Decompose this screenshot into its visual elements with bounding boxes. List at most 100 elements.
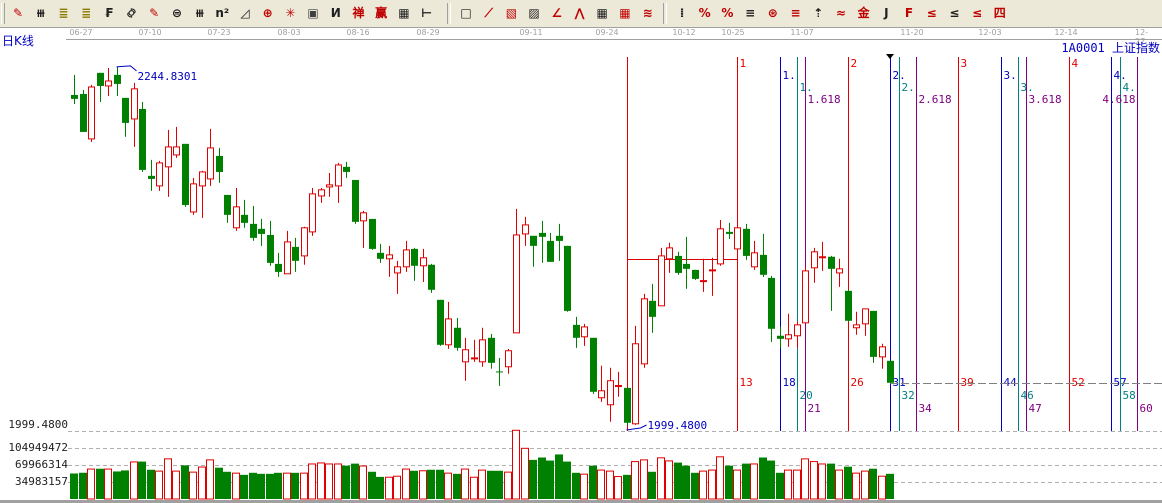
compass-rose-icon[interactable]: ✳ xyxy=(285,6,296,20)
volume-bar-down xyxy=(368,471,376,499)
square-lines-icon[interactable]: n² xyxy=(215,6,230,20)
volume-bar-up xyxy=(640,459,648,500)
candle-body-down xyxy=(530,235,537,246)
vertical-lines-icon[interactable]: ⧻ xyxy=(194,6,205,20)
volume-bar-up xyxy=(606,470,614,500)
candle-body-up xyxy=(479,339,486,363)
volume-bar-down xyxy=(138,461,146,499)
pencil-axis-icon[interactable]: ✎ xyxy=(149,6,160,20)
f-lines-icon[interactable]: F xyxy=(904,6,914,20)
circle-ruler-icon[interactable]: ⊜ xyxy=(171,6,182,20)
gold-lines-icon[interactable]: ≡ xyxy=(790,6,801,20)
volume-bar-up xyxy=(385,476,393,500)
calendar-ruler-icon[interactable]: ▦ xyxy=(398,6,410,20)
volume-bar-down xyxy=(274,472,282,499)
low-price-label: 1999.4800 xyxy=(648,419,708,432)
gold-ratio-lines-2-icon[interactable]: ≣ xyxy=(81,6,92,20)
gold-fan-icon[interactable]: ≤ xyxy=(926,6,937,20)
volume-bar-up xyxy=(419,470,427,500)
draw-pen-icon[interactable]: ✎ xyxy=(12,6,24,20)
yield-lines-icon[interactable]: 赢 xyxy=(375,6,388,20)
candle-body-down xyxy=(564,245,571,311)
wave-ruler-icon[interactable]: ≈ xyxy=(835,6,846,20)
high-price-label: 2244.8301 xyxy=(138,70,198,83)
volume-bar-up xyxy=(835,469,843,500)
volume-bar-down xyxy=(249,472,257,499)
gold-ceiling-icon[interactable]: 金 xyxy=(857,6,870,20)
fib-ratio-label: 3. xyxy=(1004,69,1017,82)
percentage-lines-icon[interactable]: ₣ xyxy=(104,6,113,20)
volume-bar-down xyxy=(487,470,495,499)
volume-bar-down xyxy=(427,469,435,499)
fan-lines-icon[interactable]: ⟋ xyxy=(484,6,493,20)
gann-square-icon[interactable]: ▨ xyxy=(528,6,540,20)
fib-count-label: 32 xyxy=(902,389,915,402)
four-fan-icon[interactable]: 四 xyxy=(993,6,1006,20)
grid-tool-2-icon[interactable]: ▦ xyxy=(619,6,631,20)
candle-body-down xyxy=(224,194,231,215)
toolbar-grip[interactable] xyxy=(1,3,5,24)
volume-bar-down xyxy=(776,472,784,499)
rectangle-tool-icon[interactable]: □ xyxy=(460,6,472,20)
spiral-icon[interactable]: ࿂ xyxy=(127,6,136,20)
target-cycle-icon[interactable]: ⊕ xyxy=(262,6,273,20)
volume-bar-up xyxy=(716,456,724,500)
candle-body-down xyxy=(250,223,257,238)
fib-percent-icon[interactable]: % xyxy=(698,6,711,20)
volume-bar-up xyxy=(657,457,665,500)
god-lines-icon[interactable]: 禅 xyxy=(352,6,365,20)
box-grid-icon[interactable]: ▣ xyxy=(307,6,319,20)
gold-ratio-lines-icon[interactable]: ≣ xyxy=(58,6,69,20)
triangle-tool-icon[interactable]: ◿ xyxy=(240,6,250,20)
candle-body-down xyxy=(488,337,495,363)
volume-bar-up xyxy=(206,459,214,500)
volume-bar-up xyxy=(793,469,801,500)
fib-count-label: 21 xyxy=(808,402,821,415)
volume-bar-up xyxy=(665,460,673,500)
fib-time-zone-icon[interactable]: ⁞ xyxy=(679,6,685,20)
volume-bar-up xyxy=(852,472,860,500)
volume-bar-up xyxy=(334,463,342,500)
polyline-icon[interactable]: ⋀ xyxy=(574,6,585,20)
channel-lines-icon[interactable]: ≋ xyxy=(642,6,653,20)
candle-body-up xyxy=(105,80,112,87)
volume-bar-up xyxy=(130,461,138,500)
volume-bar-up xyxy=(784,469,792,500)
j-lines-icon[interactable]: J xyxy=(884,6,889,20)
fib-ratio-label: 2.618 xyxy=(919,93,952,106)
candle-body-down xyxy=(80,93,87,132)
god-fan-icon[interactable]: ≤ xyxy=(949,6,960,20)
volume-bar-up xyxy=(708,469,716,500)
volume-bar-up xyxy=(325,463,333,500)
date-tick: 12-03 xyxy=(978,28,1002,37)
percent-lines-icon[interactable]: ≡ xyxy=(745,6,756,20)
volume-bar-down xyxy=(342,465,350,499)
volume-bar-up xyxy=(393,475,401,500)
fib-count-label: 60 xyxy=(1140,402,1153,415)
candle-body-down xyxy=(292,246,299,261)
arrow-pen-icon[interactable]: ⇡ xyxy=(813,6,824,20)
speed-lines-icon[interactable]: ∠ xyxy=(551,6,563,20)
candle-body-down xyxy=(369,218,376,249)
gann-box-icon[interactable]: ▧ xyxy=(505,6,518,20)
candle-body-down xyxy=(547,240,554,262)
percent-icon[interactable]: % xyxy=(721,6,734,20)
fib-count-label: 52 xyxy=(1072,376,1085,389)
volume-bar-down xyxy=(113,471,121,499)
wave-lines-icon[interactable]: И xyxy=(330,6,341,20)
gap-fan-icon[interactable]: ≤ xyxy=(972,6,983,20)
candle-body-up xyxy=(836,268,843,274)
toolbar-separator xyxy=(663,3,667,24)
candle-body-down xyxy=(352,179,359,222)
candle-body-up xyxy=(658,255,665,307)
period-label[interactable]: 日K线 xyxy=(2,34,34,48)
parallel-lines-icon[interactable]: ⧻ xyxy=(35,6,46,20)
width-measure-icon[interactable]: ⊢ xyxy=(421,6,433,20)
candle-body-down xyxy=(573,324,580,338)
grid-tool-icon[interactable]: ▦ xyxy=(596,6,608,20)
gold-circle-icon[interactable]: ⊛ xyxy=(767,6,778,20)
candle-body-up xyxy=(190,183,197,213)
volume-bar-down xyxy=(725,465,733,499)
volume-bar-up xyxy=(878,475,886,500)
